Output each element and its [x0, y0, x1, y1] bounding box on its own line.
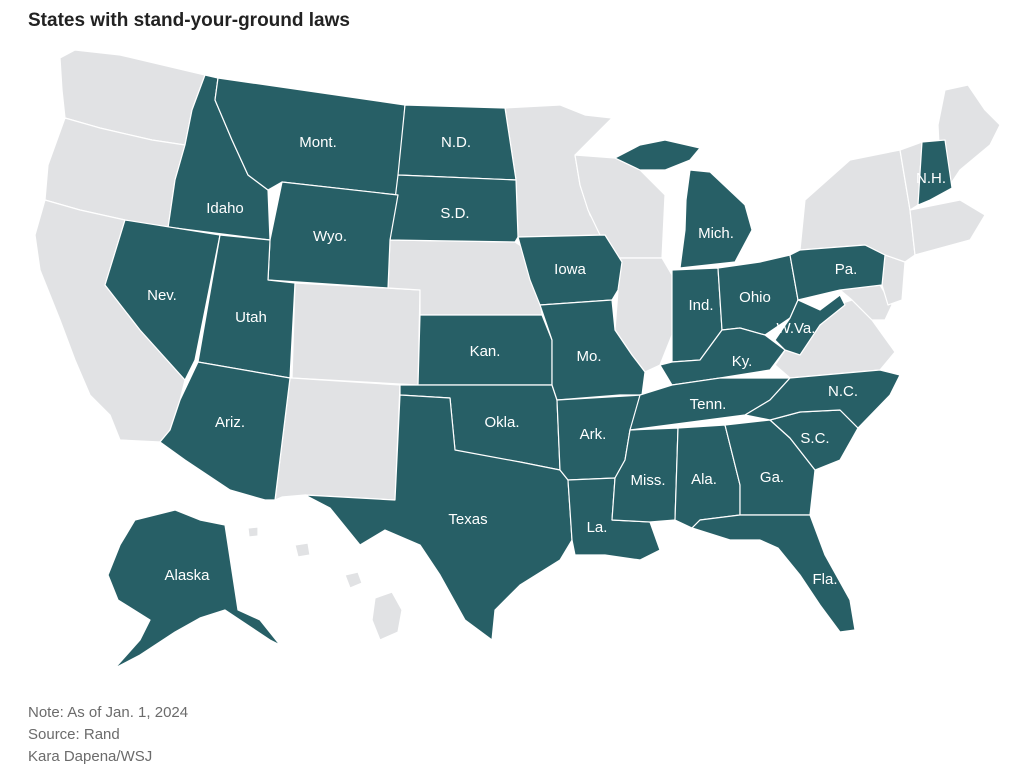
- footer-credit: Kara Dapena/WSJ: [28, 748, 153, 765]
- label-utah: Utah: [235, 309, 267, 326]
- label-miss: Miss.: [631, 472, 666, 489]
- label-mo: Mo.: [576, 348, 601, 365]
- label-ariz: Ariz.: [215, 414, 245, 431]
- state-arizona: [159, 361, 291, 501]
- label-tenn: Tenn.: [690, 396, 727, 413]
- state-new-england-south: [909, 199, 986, 256]
- label-alaska: Alaska: [164, 567, 210, 584]
- label-la: La.: [587, 519, 608, 536]
- state-florida: [691, 514, 856, 633]
- state-colorado: [291, 282, 421, 386]
- chart-title: States with stand-your-ground laws: [28, 10, 350, 31]
- footer-source: Source: Rand: [28, 726, 120, 743]
- chart-footer: Note: As of Jan. 1, 2024 Source: Rand Ka…: [28, 702, 188, 768]
- label-fla: Fla.: [812, 571, 837, 588]
- state-illinois: [611, 257, 673, 373]
- state-texas: [304, 394, 573, 641]
- footer-note: Note: As of Jan. 1, 2024: [28, 704, 189, 721]
- label-mont: Mont.: [299, 134, 337, 151]
- label-ky: Ky.: [732, 353, 753, 370]
- label-ohio: Ohio: [739, 289, 771, 306]
- label-wyo: Wyo.: [313, 228, 347, 245]
- state-hawaii-1: [371, 591, 403, 641]
- label-kan: Kan.: [470, 343, 501, 360]
- state-new-mexico: [274, 377, 401, 501]
- state-hawaii-4: [247, 526, 259, 538]
- label-ark: Ark.: [580, 426, 607, 443]
- label-idaho: Idaho: [206, 200, 244, 217]
- label-pa: Pa.: [835, 261, 858, 278]
- label-ga: Ga.: [760, 469, 784, 486]
- state-michigan: [679, 169, 753, 269]
- label-sc: S.C.: [800, 430, 829, 447]
- state-west-virginia: [774, 294, 846, 356]
- label-iowa: Iowa: [554, 261, 586, 278]
- label-wva: W.Va.: [777, 320, 816, 337]
- state-north-carolina: [744, 369, 901, 429]
- state-new-jersey: [881, 254, 906, 306]
- label-mich: Mich.: [698, 225, 734, 242]
- state-new-hampshire: [917, 139, 953, 206]
- label-ind: Ind.: [688, 297, 713, 314]
- state-hawaii-2: [344, 571, 363, 589]
- state-hawaii-3: [294, 542, 311, 558]
- state-iowa: [517, 234, 623, 306]
- label-nev: Nev.: [147, 287, 177, 304]
- state-michigan-upper: [614, 139, 701, 171]
- label-nc: N.C.: [828, 383, 858, 400]
- label-texas: Texas: [448, 511, 487, 528]
- label-okla: Okla.: [484, 414, 519, 431]
- label-nh: N.H.: [916, 170, 946, 187]
- state-alaska: [107, 509, 281, 669]
- label-ala: Ala.: [691, 471, 717, 488]
- state-pennsylvania: [789, 244, 886, 301]
- label-sd: S.D.: [440, 205, 469, 222]
- label-nd: N.D.: [441, 134, 471, 151]
